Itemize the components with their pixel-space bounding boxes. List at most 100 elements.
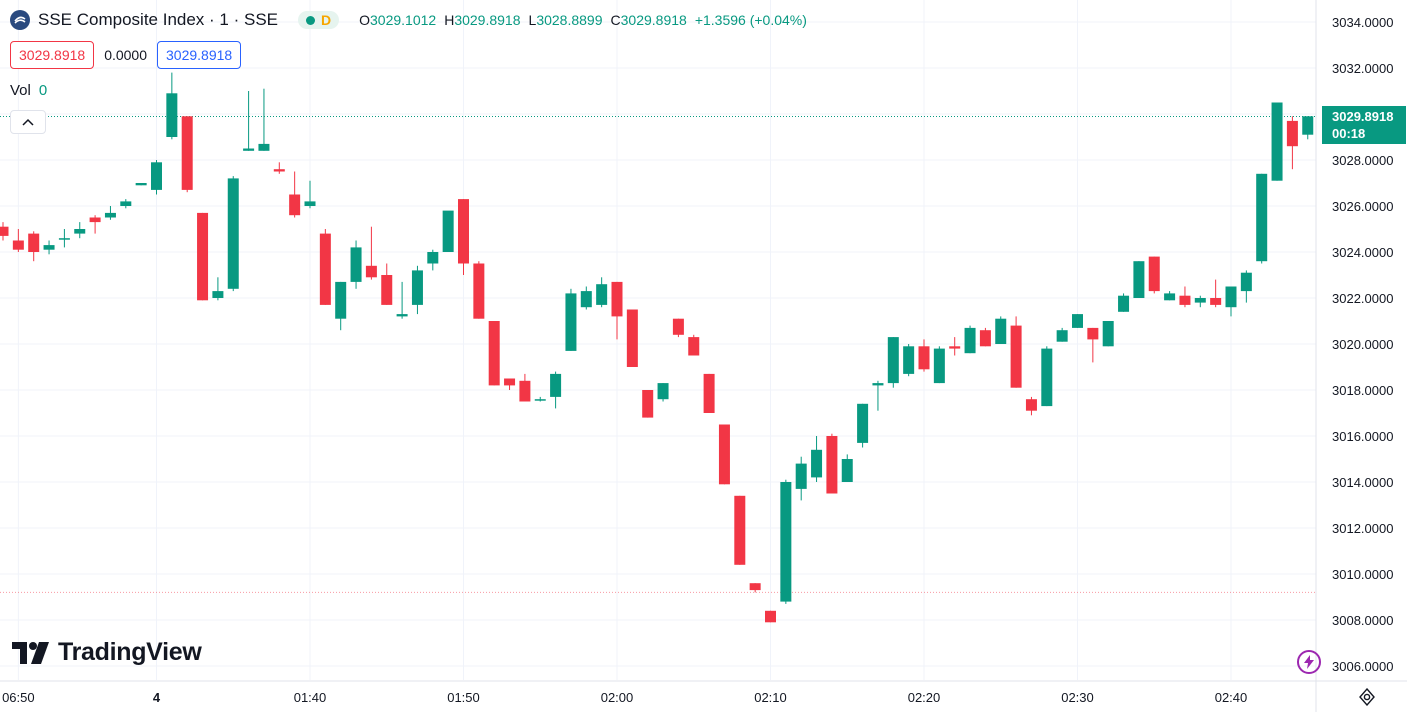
- candle: [841, 454, 853, 482]
- candle: [1302, 116, 1314, 140]
- candle: [688, 334, 700, 356]
- candle: [458, 199, 469, 275]
- candle: [734, 495, 746, 565]
- candle: [258, 88, 270, 151]
- candle-body: [580, 291, 592, 308]
- price-tick-label: 3022.0000: [1332, 291, 1393, 306]
- candle: [811, 436, 823, 482]
- candle-body: [1179, 295, 1191, 305]
- candle: [1286, 116, 1298, 170]
- candle-body: [151, 162, 162, 190]
- candle: [626, 309, 638, 367]
- candle: [887, 337, 899, 388]
- candle: [765, 610, 776, 623]
- candle-body: [89, 217, 101, 223]
- candle-body: [258, 143, 270, 151]
- lightning-icon[interactable]: [1297, 650, 1321, 674]
- candle: [120, 199, 132, 209]
- candle: [964, 325, 976, 354]
- candle: [1133, 261, 1145, 298]
- candle-body: [703, 373, 715, 413]
- time-tick-label: 01:50: [447, 690, 480, 705]
- candle-body: [12, 240, 24, 250]
- candle: [1041, 346, 1053, 407]
- candle-body: [504, 378, 516, 386]
- candle: [1271, 102, 1283, 181]
- candle: [642, 390, 654, 418]
- ohlc-high: H3029.8918: [444, 12, 521, 28]
- candle: [565, 288, 577, 351]
- candle: [1210, 279, 1222, 308]
- collapse-legend-button[interactable]: [10, 110, 46, 134]
- sell-price-button[interactable]: 3029.8918: [10, 41, 95, 69]
- candle-body: [534, 399, 546, 401]
- candle: [273, 162, 285, 174]
- candle: [319, 229, 331, 305]
- spread-value: 0.0000: [104, 47, 148, 63]
- candle: [89, 215, 101, 234]
- gear-icon[interactable]: [1357, 687, 1377, 707]
- candle: [1256, 173, 1268, 264]
- time-tick-label: 02:20: [908, 690, 941, 705]
- candle-body: [181, 116, 193, 190]
- candle-body: [826, 436, 838, 494]
- candles: [0, 72, 1314, 623]
- symbol-header: SSE Composite Index · 1 · SSE D O3029.10…: [10, 8, 807, 32]
- buy-price-button[interactable]: 3029.8918: [157, 41, 242, 69]
- symbol-title[interactable]: SSE Composite Index · 1 · SSE: [38, 10, 278, 29]
- candle-body: [411, 270, 423, 305]
- candle-body: [565, 293, 577, 351]
- candle: [197, 212, 209, 301]
- candle-body: [1010, 325, 1022, 388]
- volume-legend[interactable]: Vol 0: [10, 82, 47, 99]
- market-status-badge[interactable]: D: [298, 11, 340, 29]
- ohlc-low: L3028.8899: [528, 12, 603, 28]
- candle-body: [1286, 120, 1298, 147]
- candle-body: [473, 263, 485, 319]
- candle: [381, 263, 393, 305]
- candle-body: [135, 183, 147, 186]
- candle-body: [381, 275, 393, 305]
- candle-body: [1041, 348, 1053, 407]
- candle-body: [765, 610, 776, 623]
- time-tick-label: 01:40: [294, 690, 327, 705]
- price-tick-label: 3012.0000: [1332, 521, 1393, 536]
- candle: [1056, 327, 1068, 342]
- ohlc-open: O3029.1012: [359, 12, 437, 28]
- candle-body: [197, 212, 209, 301]
- candle-body: [519, 380, 531, 402]
- candle-body: [596, 284, 608, 305]
- price-tick-label: 3034.0000: [1332, 15, 1393, 30]
- candle: [335, 281, 347, 331]
- candle-body: [304, 201, 316, 206]
- tradingview-logo-icon: [12, 641, 49, 664]
- candle: [12, 229, 24, 252]
- time-axis[interactable]: 06:50 4 01:40 01:50 02:00 02:10 02:20 02:30 02:4…: [2, 690, 1247, 705]
- candle-body: [872, 383, 884, 386]
- candle: [411, 265, 423, 315]
- candle: [1164, 291, 1176, 301]
- candle-body: [458, 199, 469, 264]
- candle: [427, 249, 439, 271]
- candle-body: [1133, 261, 1145, 298]
- tradingview-logo[interactable]: TradingView: [12, 638, 202, 667]
- candle-body: [120, 201, 132, 206]
- candle: [1148, 256, 1160, 294]
- candle-body: [243, 148, 255, 151]
- candle-body: [718, 424, 730, 485]
- price-axis[interactable]: 3006.0000 3008.0000 3010.0000 3012.0000 3014…: [1332, 15, 1393, 674]
- candle-body: [319, 233, 331, 305]
- time-tick-label: 02:00: [601, 690, 634, 705]
- candle-body: [1087, 327, 1099, 340]
- candle: [151, 160, 162, 195]
- candle: [1225, 286, 1237, 317]
- candle-body: [289, 194, 301, 216]
- candle: [519, 373, 531, 402]
- candle: [1010, 316, 1022, 388]
- delayed-data-badge: D: [321, 12, 332, 28]
- candle-body: [626, 309, 638, 367]
- candle-body: [672, 318, 684, 335]
- last-price-tag: 3029.8918 00:18: [1322, 106, 1406, 144]
